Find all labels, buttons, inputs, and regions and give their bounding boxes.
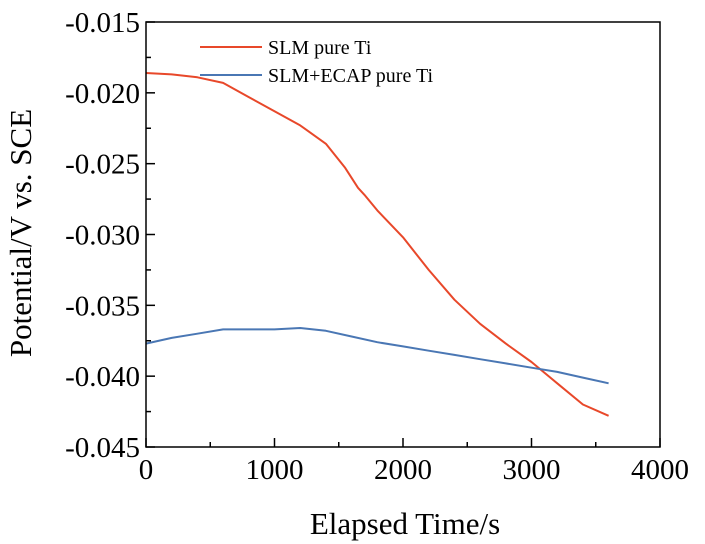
legend-label-slm-ecap: SLM+ECAP pure Ti <box>268 65 433 87</box>
y-tick-label: -0.045 <box>65 432 140 464</box>
series-line-slm <box>145 72 610 417</box>
x-tick-label: 1000 <box>246 454 304 486</box>
plot-frame <box>145 21 661 448</box>
legend: SLM pure Ti SLM+ECAP pure Ti <box>200 37 433 87</box>
y-tick-label: -0.020 <box>65 78 140 110</box>
x-tick-label: 0 <box>139 454 154 486</box>
y-tick-label: -0.030 <box>65 220 140 252</box>
y-tick-label: -0.025 <box>65 149 140 181</box>
series-lines <box>145 72 610 417</box>
y-tick-label: -0.040 <box>65 361 140 393</box>
y-tick-labels: -0.045 -0.040 -0.035 -0.030 -0.025 -0.020 -0.0… <box>65 7 140 464</box>
x-tick-label: 2000 <box>374 454 432 486</box>
x-tick-labels: 0 1000 2000 3000 4000 <box>139 454 689 486</box>
legend-label-slm: SLM pure Ti <box>268 37 372 59</box>
y-tick-label: -0.035 <box>65 290 140 322</box>
y-tick-label: -0.015 <box>65 7 140 39</box>
x-tick-label: 3000 <box>503 454 561 486</box>
x-tick-label: 4000 <box>631 454 689 486</box>
x-axis-title: Elapsed Time/s <box>310 506 500 541</box>
series-line-slm-ecap <box>145 327 609 385</box>
y-axis-title: Potential/V vs. SCE <box>3 109 38 357</box>
